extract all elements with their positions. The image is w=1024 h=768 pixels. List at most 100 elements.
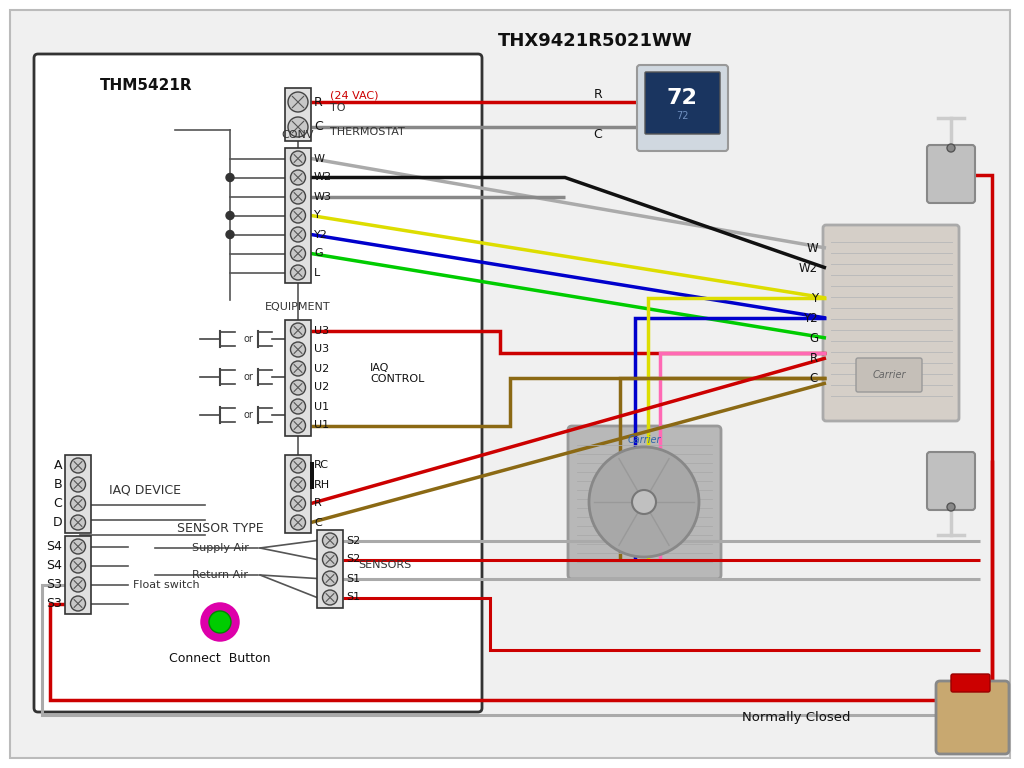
Text: S3: S3: [46, 578, 62, 591]
Text: THERMOSTAT: THERMOSTAT: [330, 127, 404, 137]
FancyBboxPatch shape: [856, 358, 922, 392]
Text: U1: U1: [314, 402, 329, 412]
FancyBboxPatch shape: [568, 426, 721, 579]
Text: (24 VAC): (24 VAC): [330, 91, 379, 101]
Bar: [317, 530, 343, 608]
Circle shape: [291, 246, 305, 261]
Text: R: R: [314, 95, 323, 108]
Text: S2: S2: [346, 535, 360, 545]
Circle shape: [291, 477, 305, 492]
Text: 72: 72: [676, 111, 688, 121]
Text: W: W: [806, 241, 818, 254]
FancyBboxPatch shape: [927, 145, 975, 203]
Text: S3: S3: [46, 597, 62, 610]
Circle shape: [323, 571, 338, 586]
Bar: [285, 455, 311, 533]
Text: Carrier: Carrier: [628, 435, 660, 445]
Circle shape: [71, 496, 85, 511]
Circle shape: [71, 515, 85, 530]
Circle shape: [291, 227, 305, 242]
Text: U3: U3: [314, 326, 329, 336]
FancyBboxPatch shape: [823, 225, 959, 421]
Text: Y2: Y2: [804, 312, 818, 325]
Text: C: C: [314, 518, 322, 528]
Text: L: L: [314, 267, 321, 277]
Text: W2: W2: [799, 261, 818, 274]
Text: EQUIPMENT: EQUIPMENT: [265, 302, 331, 312]
Circle shape: [291, 189, 305, 204]
Text: A: A: [53, 459, 62, 472]
Circle shape: [291, 418, 305, 433]
Text: U3: U3: [314, 345, 329, 355]
Text: Y: Y: [811, 292, 818, 304]
Text: D: D: [52, 516, 62, 529]
Text: Return Air: Return Air: [193, 570, 248, 580]
Text: or: or: [244, 372, 254, 382]
Text: or: or: [244, 333, 254, 343]
Circle shape: [323, 590, 338, 605]
Circle shape: [947, 503, 955, 511]
Circle shape: [288, 117, 308, 137]
Text: W: W: [314, 154, 325, 164]
Text: U1: U1: [314, 421, 329, 431]
Text: S4: S4: [46, 540, 62, 553]
Text: W3: W3: [314, 191, 332, 201]
Circle shape: [589, 447, 699, 557]
Circle shape: [323, 552, 338, 567]
Text: R: R: [594, 88, 602, 101]
Text: THX9421R5021WW: THX9421R5021WW: [498, 32, 692, 50]
Text: C: C: [314, 121, 323, 134]
Circle shape: [71, 539, 85, 554]
Circle shape: [71, 596, 85, 611]
Circle shape: [291, 151, 305, 166]
Circle shape: [291, 208, 305, 223]
Circle shape: [202, 604, 238, 640]
Text: TO: TO: [330, 103, 345, 113]
FancyBboxPatch shape: [927, 452, 975, 510]
Text: SENSOR TYPE: SENSOR TYPE: [177, 521, 263, 535]
Text: B: B: [53, 478, 62, 491]
Circle shape: [226, 211, 234, 220]
Text: Normally Closed: Normally Closed: [741, 711, 850, 724]
Text: IAQ
CONTROL: IAQ CONTROL: [370, 362, 424, 384]
Text: S1: S1: [346, 592, 360, 603]
Text: G: G: [314, 249, 323, 259]
FancyBboxPatch shape: [645, 72, 720, 134]
Text: IAQ DEVICE: IAQ DEVICE: [109, 484, 181, 496]
Bar: [65, 455, 91, 533]
Circle shape: [291, 515, 305, 530]
Circle shape: [291, 265, 305, 280]
Circle shape: [288, 92, 308, 112]
Bar: [310, 462, 314, 488]
FancyBboxPatch shape: [951, 674, 990, 692]
Circle shape: [291, 458, 305, 473]
Text: S2: S2: [346, 554, 360, 564]
Circle shape: [291, 496, 305, 511]
Text: CONV: CONV: [282, 130, 314, 140]
Bar: [65, 536, 91, 614]
Circle shape: [291, 361, 305, 376]
Text: Float switch: Float switch: [133, 580, 200, 590]
Text: THM5421R: THM5421R: [100, 78, 193, 93]
Circle shape: [71, 458, 85, 473]
Circle shape: [226, 174, 234, 181]
Text: C: C: [53, 497, 62, 510]
Text: Carrier: Carrier: [872, 370, 906, 380]
Bar: [285, 148, 311, 283]
Circle shape: [291, 399, 305, 414]
Circle shape: [291, 342, 305, 357]
Circle shape: [947, 144, 955, 152]
Circle shape: [323, 533, 338, 548]
Text: U2: U2: [314, 382, 330, 392]
Circle shape: [71, 558, 85, 573]
Circle shape: [209, 611, 231, 633]
Text: SENSORS: SENSORS: [358, 560, 412, 570]
FancyBboxPatch shape: [936, 681, 1009, 754]
Circle shape: [71, 477, 85, 492]
Text: C: C: [594, 128, 602, 141]
Text: Y: Y: [314, 210, 321, 220]
Text: R: R: [810, 352, 818, 365]
Text: Y2: Y2: [314, 230, 328, 240]
Circle shape: [291, 170, 305, 185]
Circle shape: [632, 490, 656, 514]
